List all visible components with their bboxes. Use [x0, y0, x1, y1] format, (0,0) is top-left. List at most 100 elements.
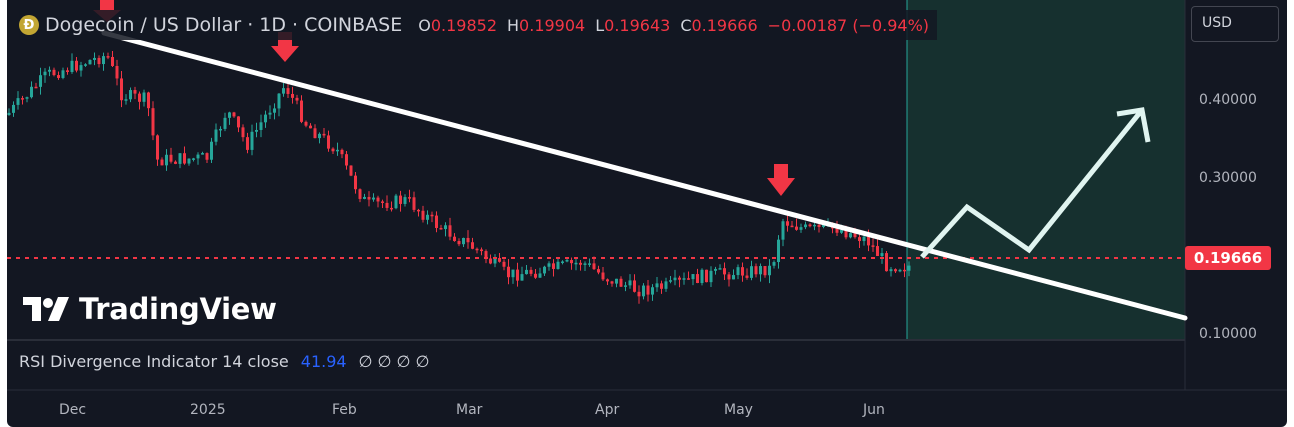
- candle-body: [790, 225, 794, 228]
- tradingview-watermark[interactable]: TradingView: [23, 292, 277, 326]
- candle-body: [435, 215, 438, 228]
- candle-body: [723, 268, 726, 275]
- candle-body: [259, 122, 263, 130]
- candle-body: [358, 189, 362, 199]
- candle-body: [691, 274, 695, 280]
- candle-body: [516, 269, 519, 281]
- candle-body: [426, 214, 429, 220]
- candle-body: [363, 196, 366, 199]
- candle-body: [673, 277, 677, 281]
- candle-body: [25, 97, 29, 99]
- candle-body: [885, 253, 888, 272]
- candle-body: [273, 108, 276, 113]
- time-label-jun: Jun: [863, 402, 885, 418]
- time-label-2025: 2025: [190, 402, 226, 418]
- candle-body: [750, 266, 753, 278]
- candle-body: [345, 154, 348, 166]
- candle-body: [331, 148, 335, 152]
- candle-body: [606, 279, 609, 282]
- candle-body: [421, 210, 425, 220]
- candle-body: [817, 224, 821, 227]
- candle-body: [543, 266, 546, 274]
- candle-body: [835, 228, 839, 233]
- candle-body: [102, 56, 105, 65]
- high-value: H0.19904: [507, 15, 586, 35]
- candle-body: [138, 93, 141, 102]
- close-value: C0.19666: [680, 15, 758, 35]
- candle-body: [597, 269, 600, 273]
- candle-body: [858, 237, 861, 242]
- indicator-null-values: ∅ ∅ ∅ ∅: [358, 352, 430, 371]
- candle-body: [255, 129, 258, 132]
- candle-body: [210, 141, 213, 160]
- candle-body: [534, 273, 537, 278]
- symbol-legend: Ð Dogecoin / US Dollar · 1D · COINBASE O…: [19, 10, 938, 40]
- indicator-legend[interactable]: RSI Divergence Indicator 14 close 41.94 …: [19, 352, 430, 371]
- candle-body: [336, 149, 339, 152]
- candle-body: [444, 225, 447, 230]
- candle-body: [79, 65, 83, 71]
- candle-body: [462, 237, 465, 245]
- candle-body: [660, 283, 663, 289]
- candle-body: [781, 221, 785, 240]
- candle-body: [763, 266, 767, 276]
- candle-body: [88, 59, 92, 65]
- candle-body: [601, 272, 605, 280]
- candle-body: [169, 154, 173, 162]
- candle-body: [376, 197, 380, 202]
- time-label-may: May: [724, 402, 753, 418]
- candle-body: [822, 224, 825, 227]
- candle-body: [759, 266, 762, 275]
- candle-body: [642, 285, 645, 297]
- candle-body: [840, 229, 843, 233]
- candle-body: [615, 278, 618, 284]
- candle-body: [66, 70, 69, 72]
- candle-body: [219, 128, 222, 131]
- candle-body: [237, 116, 240, 128]
- projection-arrow[interactable]: [920, 108, 1144, 259]
- price-label-0.3: 0.30000: [1199, 170, 1257, 186]
- candle-body: [907, 265, 911, 271]
- candle-body: [43, 71, 47, 76]
- candle-body: [556, 261, 560, 269]
- candle-body: [646, 285, 650, 295]
- candle-body: [232, 112, 236, 117]
- candle-body: [48, 69, 51, 72]
- candle-body: [106, 56, 110, 58]
- candle-body: [664, 281, 668, 289]
- trendline[interactable]: [101, 30, 1188, 321]
- candle-body: [484, 251, 488, 259]
- indicator-value: 41.94: [300, 352, 347, 371]
- candle-body: [588, 263, 591, 265]
- time-label-apr: Apr: [595, 402, 620, 418]
- candle-body: [282, 88, 285, 94]
- candle-body: [651, 287, 654, 295]
- price-label-0.1: 0.10000: [1199, 326, 1257, 342]
- candle-body: [201, 153, 204, 155]
- candle-body: [133, 90, 137, 94]
- candle-body: [399, 195, 402, 204]
- candle-body: [291, 93, 294, 98]
- candle-body: [529, 269, 533, 274]
- candle-body: [808, 224, 812, 227]
- candle-body: [475, 248, 479, 251]
- down-marker-3[interactable]: [767, 164, 795, 196]
- candle-body: [772, 262, 776, 266]
- indicator-name: RSI Divergence Indicator 14 close: [19, 352, 289, 371]
- candle-body: [394, 195, 398, 209]
- candle-body: [93, 57, 96, 60]
- candle-body: [624, 285, 627, 287]
- candle-body: [408, 197, 411, 199]
- candle-body: [669, 280, 672, 282]
- candle-body: [313, 128, 317, 139]
- candle-body: [142, 92, 146, 102]
- candle-body: [705, 269, 708, 283]
- candle-body: [381, 201, 384, 203]
- candle-body: [862, 236, 866, 242]
- candle-body: [903, 269, 906, 272]
- symbol-title[interactable]: Dogecoin / US Dollar · 1D · COINBASE: [45, 14, 403, 36]
- open-value: O0.19852: [418, 15, 498, 35]
- candle-body: [120, 78, 123, 101]
- currency-selector[interactable]: USD: [1191, 6, 1279, 42]
- candle-body: [196, 154, 200, 159]
